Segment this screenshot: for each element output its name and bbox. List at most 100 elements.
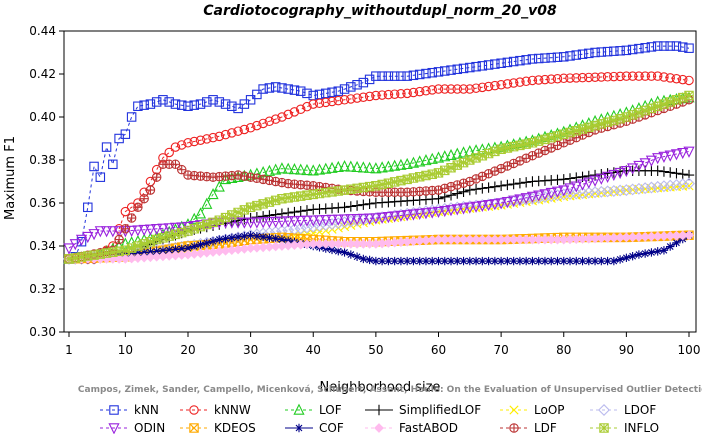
point-knn-73 <box>515 55 525 66</box>
point-odin-67 <box>476 200 488 213</box>
point-cof-17 <box>165 245 174 255</box>
point-knn-12 <box>133 101 143 112</box>
point-knn-84 <box>584 48 594 59</box>
point-knnw-83 <box>577 72 588 83</box>
point-knnw-92 <box>634 71 644 81</box>
point-knnw-47 <box>352 93 362 103</box>
point-odin-65 <box>464 202 476 214</box>
point-ldof-91 <box>626 183 639 196</box>
point-ldof-95 <box>651 180 664 193</box>
point-ldof-80 <box>557 188 570 201</box>
point-odin-81 <box>564 183 576 195</box>
point-odin-31 <box>251 217 263 229</box>
point-knn-99 <box>677 42 688 52</box>
point-lof-41 <box>313 163 326 175</box>
point-knn-100 <box>684 43 694 53</box>
point-inflo-56 <box>408 173 419 183</box>
point-lof-37 <box>288 163 301 175</box>
point-cof-92 <box>634 250 644 259</box>
point-cof-83 <box>578 256 587 266</box>
point-simplifiedlof-39 <box>301 205 313 216</box>
point-ldf-33 <box>265 176 274 185</box>
point-knn-38 <box>295 86 306 96</box>
point-ldof-88 <box>607 184 620 197</box>
point-inflo-6 <box>95 249 106 259</box>
point-cof-20 <box>183 243 193 253</box>
point-inflo-30 <box>245 202 256 213</box>
point-cof-16 <box>158 246 168 255</box>
point-ldf-31-ring <box>252 173 262 184</box>
point-odin-57 <box>414 208 426 220</box>
point-ldof-42 <box>319 218 332 231</box>
point-lof-21 <box>188 212 200 224</box>
point-ldf-60-ring <box>433 185 444 195</box>
point-odin-53 <box>389 211 401 223</box>
point-simplifiedlof-48 <box>358 199 369 210</box>
point-ldf-32 <box>258 175 268 184</box>
point-ldf-40 <box>309 181 318 190</box>
point-lof-59 <box>426 152 438 164</box>
point-knn-96 <box>659 41 669 51</box>
point-lof-40 <box>307 164 319 176</box>
point-inflo-71 <box>502 143 513 153</box>
point-ldf-65-ring <box>465 176 475 187</box>
point-lof-46 <box>345 160 357 172</box>
point-cof-49 <box>365 255 374 265</box>
point-inflo-58 <box>421 170 431 181</box>
point-inflo-12 <box>133 241 143 251</box>
point-lof-63 <box>451 147 463 159</box>
point-odin-41 <box>313 215 326 227</box>
y-tick-label-1: 0.32 <box>29 282 56 296</box>
point-knnw-73 <box>515 77 525 87</box>
point-ldf-34 <box>271 177 280 186</box>
point-simplifiedlof-71 <box>502 179 513 191</box>
point-knn-56 <box>408 70 419 81</box>
point-ldof-36 <box>282 224 295 237</box>
point-odin-98 <box>670 149 683 161</box>
point-cof-88 <box>609 256 619 266</box>
legend-label-cof: COF <box>319 421 344 434</box>
point-odin-42 <box>320 215 332 227</box>
point-inflo-41 <box>314 188 325 199</box>
chart-title: Cardiotocography_withoutdupl_norm_20_v08 <box>203 3 557 19</box>
point-knnw-51 <box>377 90 387 100</box>
point-odin-47 <box>351 213 363 226</box>
point-knnw-70 <box>496 80 506 90</box>
point-knnw-17 <box>164 147 174 158</box>
point-inflo-18 <box>170 229 181 240</box>
point-inflo-51 <box>377 179 387 190</box>
point-knn-66 <box>471 61 481 72</box>
point-inflo-26 <box>220 212 231 223</box>
point-knn-67 <box>477 61 488 71</box>
x-axis-label: Neighborhood size <box>320 380 441 395</box>
point-cof-71 <box>503 256 512 266</box>
point-knnw-66 <box>471 83 481 93</box>
point-ldof-39 <box>301 221 313 234</box>
point-knnw-78 <box>546 74 556 84</box>
point-ldof-94 <box>645 181 658 194</box>
point-simplifiedlof-69 <box>489 181 501 192</box>
point-knn-17 <box>164 97 174 107</box>
point-knnw-76 <box>533 75 544 85</box>
point-knn-42 <box>321 88 331 99</box>
point-odin-80 <box>558 185 570 197</box>
point-simplifiedlof-81 <box>564 173 576 184</box>
legend-item-cof: COF <box>285 421 344 434</box>
point-cof-57 <box>415 256 424 266</box>
point-knn-23 <box>202 97 212 107</box>
point-knn-7 <box>101 142 112 152</box>
point-ldf-12 <box>133 203 143 212</box>
y-tick-label-6: 0.42 <box>29 67 56 81</box>
point-knn-94 <box>646 42 657 52</box>
point-knnw-50 <box>371 90 381 101</box>
point-cof-43 <box>327 245 337 255</box>
point-simplifiedlof-80 <box>558 174 569 185</box>
point-knn-54 <box>396 71 406 81</box>
point-knn-92 <box>634 43 644 54</box>
point-knn-32 <box>258 84 268 94</box>
point-knn-46 <box>346 82 356 92</box>
point-odin-90 <box>620 166 632 178</box>
point-odin-45 <box>338 214 351 226</box>
point-cof-64 <box>459 256 468 266</box>
point-knn-83 <box>577 49 588 59</box>
